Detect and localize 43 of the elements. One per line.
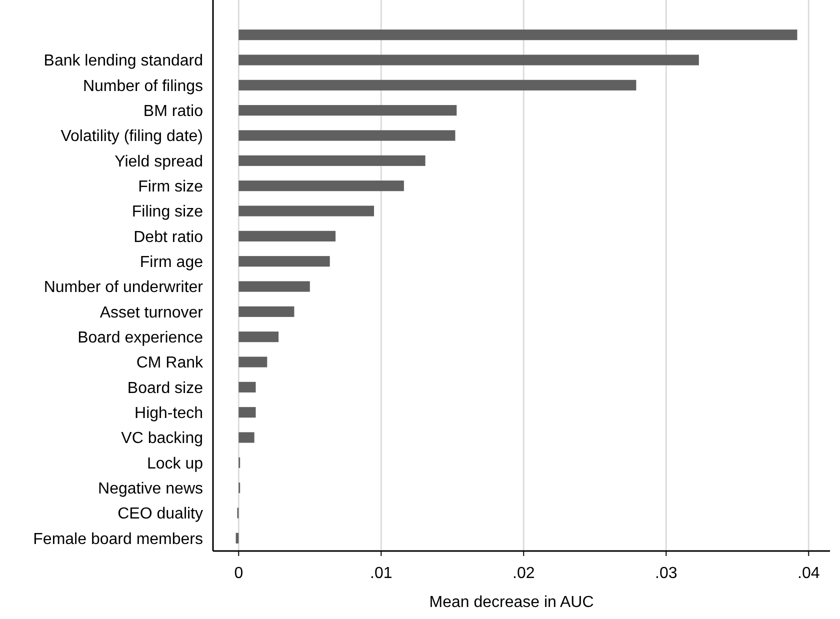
- y-tick-label: Negative news: [98, 480, 203, 498]
- y-tick-label: Filing size: [132, 204, 204, 221]
- y-tick-label: Number of underwriter: [44, 279, 204, 296]
- bar: [238, 130, 456, 141]
- bar: [238, 281, 310, 292]
- y-tick-label: Board experience: [78, 329, 204, 346]
- y-tick-label: Board size: [127, 380, 204, 397]
- x-tick-label: .01: [370, 565, 392, 582]
- y-tick-label: VC backing: [121, 430, 203, 448]
- x-tick-label: 0: [234, 565, 244, 582]
- bar: [238, 54, 699, 66]
- x-tick-label: .04: [798, 565, 820, 582]
- y-tick-label: Firm age: [140, 254, 204, 271]
- y-tick-label: Bank lending standard: [44, 52, 203, 70]
- y-tick-label: BM ratio: [143, 102, 204, 120]
- bar: [238, 206, 374, 216]
- y-tick-label: Number of filings: [82, 78, 203, 95]
- y-tick-label: Firm size: [138, 178, 204, 196]
- y-tick-label: Debt ratio: [134, 228, 204, 246]
- bar: [238, 230, 336, 242]
- bar: [238, 432, 254, 443]
- x-tick-label: .02: [512, 565, 535, 582]
- bar: [238, 30, 798, 40]
- x-axis-title: Mean decrease in AUC: [429, 594, 594, 611]
- bar: [238, 306, 294, 317]
- y-tick-label: Yield spread: [114, 153, 203, 170]
- bar: [238, 105, 457, 116]
- y-tick-label: Volatility (filing date): [60, 128, 203, 146]
- x-tick-label: .03: [655, 565, 678, 582]
- bar: [238, 180, 404, 192]
- bar: [238, 407, 256, 418]
- y-tick-label: Asset turnover: [100, 304, 204, 322]
- y-tick-label: Female board members: [33, 530, 203, 548]
- y-tick-label: High-tech: [134, 404, 203, 422]
- bar: [238, 382, 256, 392]
- bar: [238, 80, 636, 90]
- bar: [238, 155, 426, 166]
- y-tick-label: CM Rank: [136, 354, 204, 372]
- bar: [238, 356, 268, 368]
- y-tick-label: Lock up: [146, 455, 204, 472]
- bar: [238, 256, 330, 267]
- y-tick-label: CEO duality: [118, 506, 203, 523]
- bar: [238, 332, 279, 342]
